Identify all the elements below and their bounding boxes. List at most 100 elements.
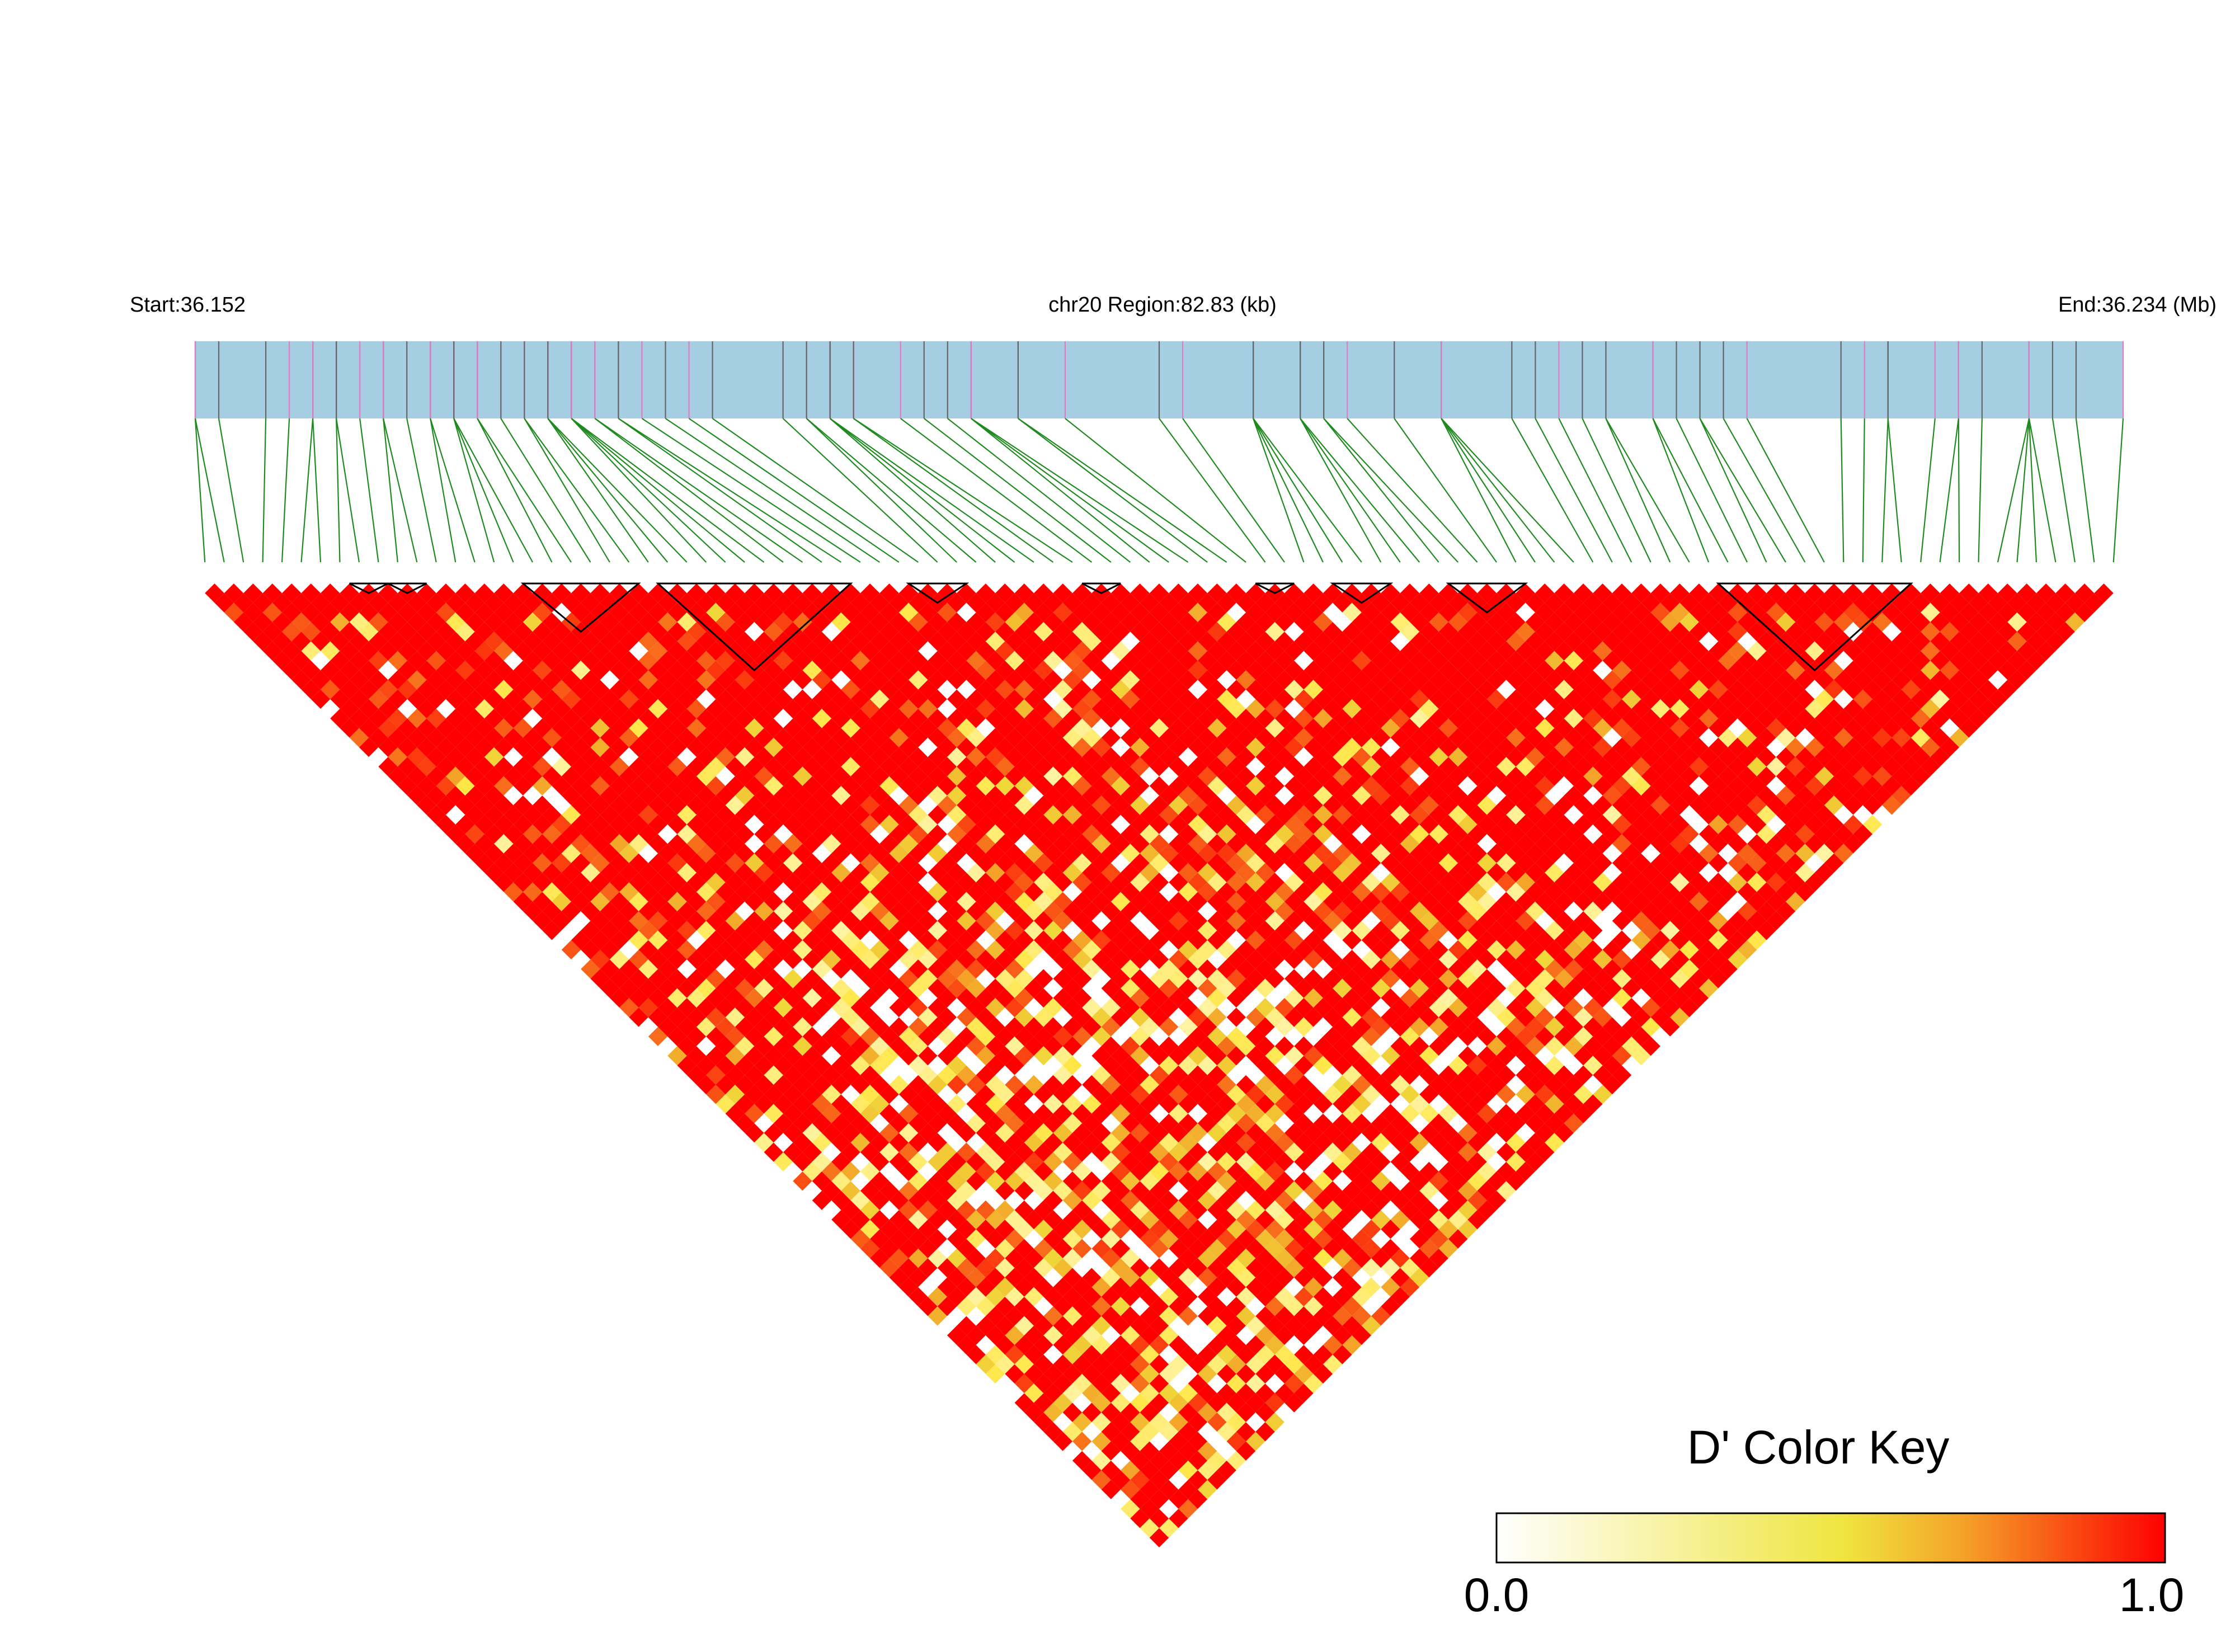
ld-cell (1207, 1451, 1227, 1471)
ld-cell (1207, 1393, 1227, 1413)
ld-cell (870, 1075, 890, 1095)
ld-cell (937, 583, 957, 603)
ld-cell (1053, 1027, 1072, 1047)
ld-cell (1323, 1297, 1343, 1316)
ld-cell (1111, 930, 1131, 950)
ld-cell (1448, 959, 1468, 979)
ld-cell (1323, 930, 1343, 950)
snp-connector (618, 418, 842, 563)
snp-connector (1920, 418, 1936, 563)
ld-cell (1448, 612, 1468, 632)
ld-cell (523, 824, 543, 844)
ld-cell (995, 660, 1015, 680)
ld-cell (937, 1046, 957, 1066)
ld-cell (262, 583, 283, 603)
ld-cell (937, 1277, 957, 1297)
ld-cell (1709, 969, 1728, 989)
ld-cell (870, 728, 890, 747)
snp-connector (1862, 418, 1865, 563)
ld-cell (696, 1036, 716, 1056)
ld-cell (1207, 603, 1227, 622)
ld-cell (995, 1104, 1015, 1123)
ld-cell (378, 737, 398, 757)
snp-connector (194, 418, 225, 563)
ld-cell (1053, 796, 1072, 815)
ld-cell (995, 718, 1015, 738)
ld-cell (754, 978, 774, 998)
ld-cell (494, 699, 514, 719)
ld-cell (1111, 1008, 1131, 1027)
snp-connector (2028, 418, 2038, 563)
ld-cell (995, 1065, 1015, 1085)
ld-cell (1689, 815, 1709, 834)
ld-cell (1448, 1017, 1468, 1037)
ld-cell (1111, 757, 1131, 776)
ld-cell (1323, 949, 1343, 969)
snp-connector (1323, 418, 1439, 563)
ld-cell (1650, 1027, 1671, 1047)
ld-cell (349, 728, 369, 747)
ld-cell (1053, 930, 1072, 950)
ld-cell (1207, 892, 1227, 911)
snp-connector (262, 418, 267, 563)
ld-cell (937, 930, 957, 950)
ld-cell (1805, 737, 1824, 757)
ld-cell (436, 603, 456, 622)
ld-cell (995, 699, 1015, 719)
ld-cell (407, 612, 427, 632)
ld-cell (494, 853, 514, 873)
ld-cell (937, 1316, 957, 1335)
ld-cell (494, 680, 514, 699)
ld-cell (870, 766, 890, 786)
ld-cell (1448, 1094, 1468, 1114)
ld-cell (937, 680, 957, 699)
ld-cell (937, 892, 957, 911)
region-label: chr20 Region:82.83 (kb) (1048, 293, 1277, 317)
snp-connector (2016, 418, 2030, 563)
ld-cell (282, 603, 302, 622)
snp-connector (971, 418, 1189, 563)
snp-connector (1939, 418, 1959, 563)
ld-cell (812, 728, 832, 747)
ld-cell (1053, 757, 1072, 776)
ld-cell (1689, 949, 1709, 969)
ld-cell (1111, 969, 1131, 989)
ld-cell (1313, 1364, 1333, 1384)
ld-cell (1111, 622, 1131, 642)
ld-cell (696, 921, 716, 940)
ld-cell (1111, 1104, 1131, 1123)
ld-cell (937, 988, 957, 1008)
ld-cell (465, 844, 484, 863)
ld-cell (1207, 872, 1227, 892)
snp-connector (1676, 418, 1748, 563)
ld-cell (436, 776, 456, 796)
ld-cell (407, 689, 427, 709)
ld-cell (1448, 708, 1468, 728)
ld-cell (1207, 1161, 1227, 1182)
ld-cell (214, 593, 234, 613)
ld-cell (1689, 988, 1709, 1008)
ld-cell (1053, 1277, 1072, 1297)
ld-cell (1111, 1489, 1131, 1509)
ld-cell (754, 1113, 774, 1133)
ld-cell (1323, 1046, 1343, 1066)
snp-connector (194, 418, 206, 563)
ld-cell (696, 882, 716, 902)
ld-cell (995, 1200, 1015, 1220)
ld-cell (1323, 1027, 1343, 1047)
ld-cell (1689, 834, 1709, 854)
snp-connector (1253, 418, 1305, 563)
ld-cell (1207, 583, 1227, 603)
ld-cell (571, 680, 591, 699)
ld-cell (378, 583, 398, 603)
ld-cell (995, 583, 1015, 603)
ld-cell (1448, 1171, 1468, 1191)
ld-cell (1207, 1432, 1227, 1451)
ld-cell (629, 737, 648, 757)
ld-cell (571, 892, 591, 911)
ld-cell (1689, 969, 1709, 989)
ld-cell (349, 593, 369, 613)
ld-cell (262, 622, 283, 642)
ld-cell (1448, 766, 1468, 786)
snp-connector (900, 418, 1093, 563)
